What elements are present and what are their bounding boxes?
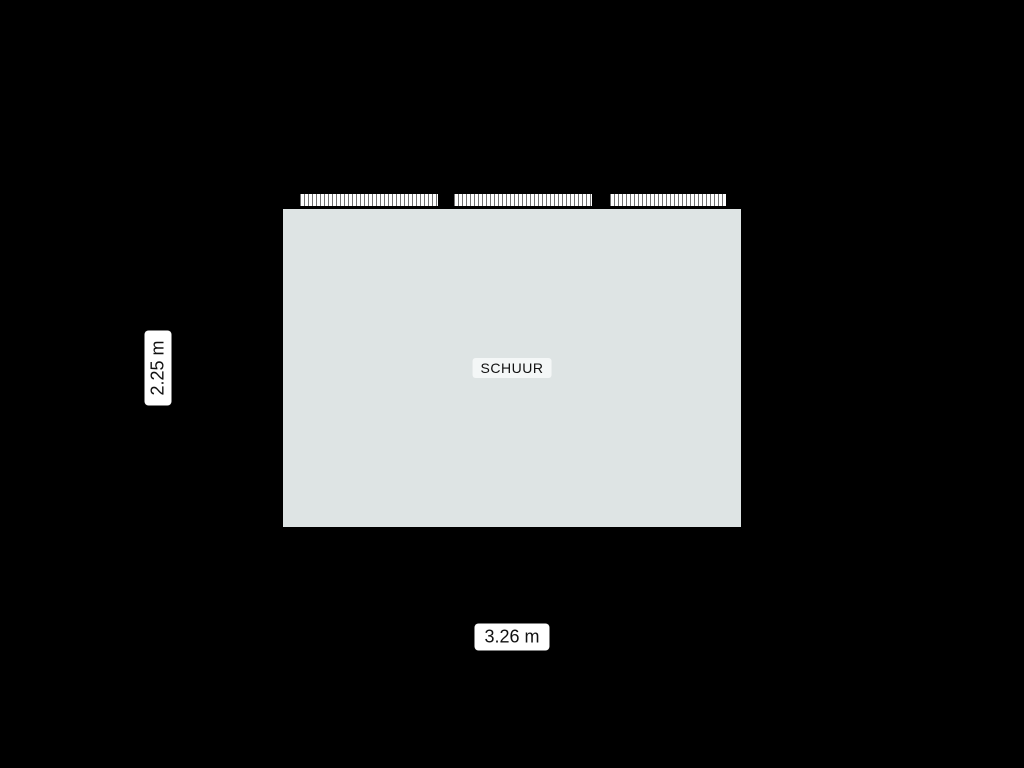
top-feature-window-1 (453, 193, 593, 207)
room-label-schuur: SCHUUR (473, 358, 552, 378)
floorplan-canvas: SCHUUR 2.25 m 3.26 m (0, 0, 1024, 768)
top-feature-window-0 (299, 193, 439, 207)
dimension-width: 3.26 m (474, 624, 549, 651)
dimension-depth: 2.25 m (145, 330, 172, 405)
window-hatch-icon (454, 194, 592, 206)
window-hatch-icon (610, 194, 726, 206)
window-hatch-icon (300, 194, 438, 206)
top-feature-window-2 (609, 193, 727, 207)
